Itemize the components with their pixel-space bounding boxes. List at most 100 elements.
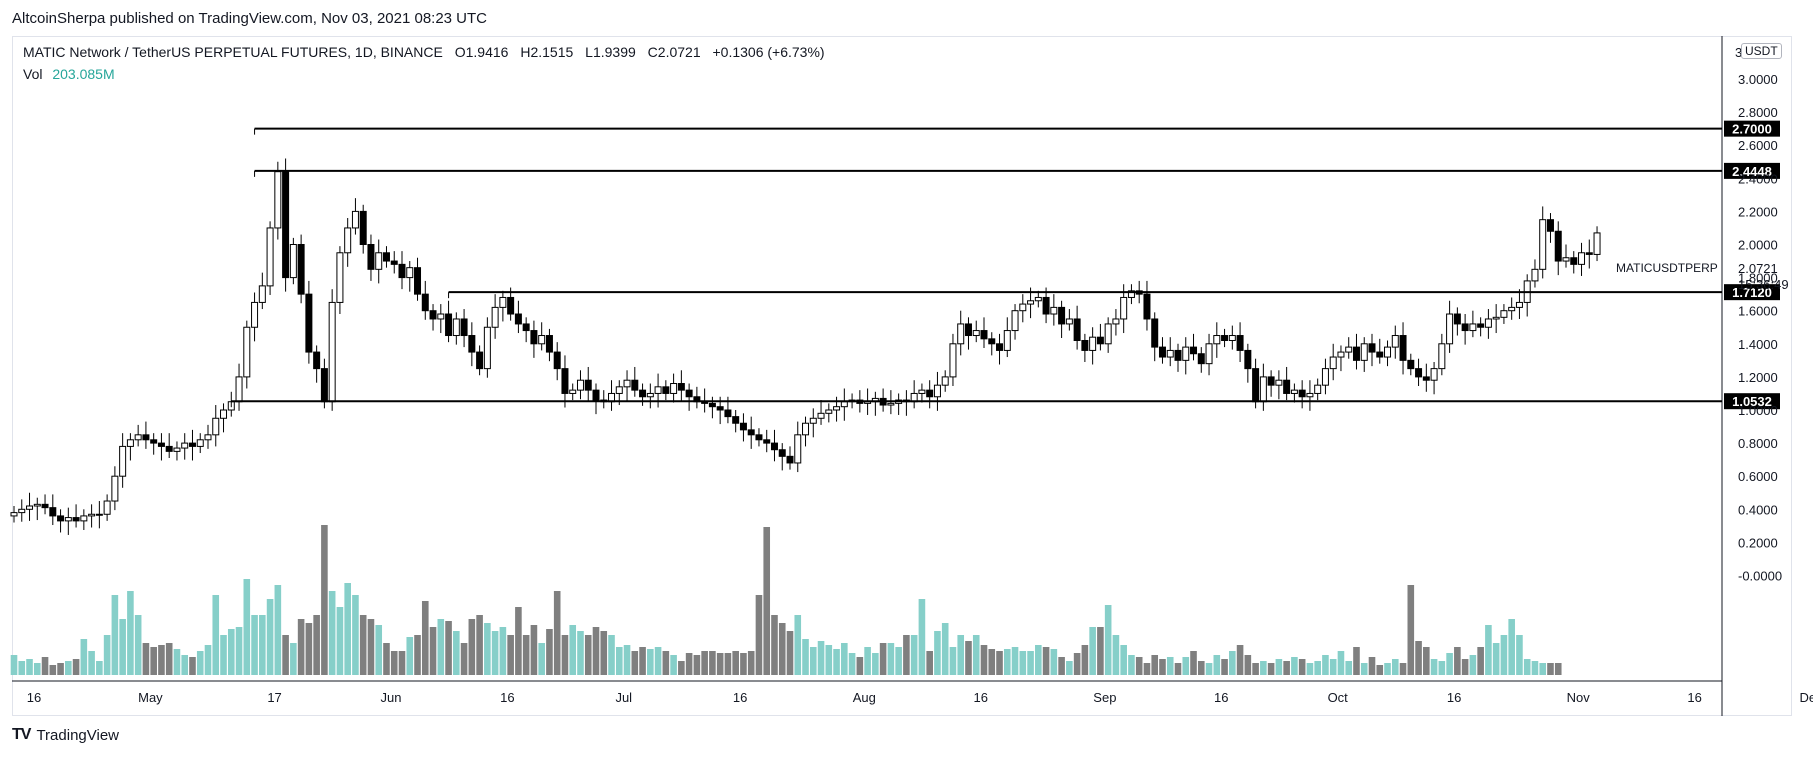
candle-body (1298, 389, 1306, 398)
candle-body (654, 386, 662, 394)
level-label: 2.7000 (1732, 122, 1772, 137)
candle-body (1461, 323, 1469, 332)
candle-body (320, 368, 328, 403)
volume-bar (1120, 645, 1127, 675)
volume-bar (848, 653, 856, 675)
volume-bar (367, 619, 375, 675)
volume-bar (1314, 661, 1321, 675)
candle-body (119, 445, 127, 477)
level-label-bg (1724, 162, 1780, 179)
volume-bar (561, 635, 569, 675)
candle-body (41, 503, 49, 509)
symbol-label: MATICUSDTPERP (1616, 261, 1718, 275)
volume-bar (615, 647, 623, 675)
candle-body (1554, 230, 1562, 262)
candle-body (1500, 310, 1508, 318)
volume-bar (1128, 655, 1135, 675)
volume-bar (1151, 655, 1159, 675)
time-tick-label: Aug (853, 690, 876, 705)
price-tick-label: 0.2000 (1738, 535, 1778, 550)
volume-bar (631, 651, 639, 675)
chart-frame[interactable] (12, 36, 1792, 716)
candle-body (1081, 339, 1089, 351)
time-tick-label: Sep (1093, 690, 1116, 705)
volume-bar (1430, 659, 1438, 675)
candle-body (1120, 296, 1128, 320)
candle-body (1546, 219, 1554, 232)
volume-bar (1485, 625, 1492, 675)
candle-body (1158, 346, 1166, 358)
volume-bar (623, 645, 631, 675)
chart-legend[interactable]: MATIC Network / TetherUS PERPETUAL FUTUR… (23, 44, 825, 60)
last-price-label: 2.0721 (1738, 261, 1778, 276)
candle-body (359, 210, 367, 245)
candle-body (1399, 335, 1407, 361)
candle-body (1151, 318, 1159, 348)
volume-bar (445, 621, 452, 675)
volume-bar (375, 625, 383, 675)
candle-body (840, 401, 848, 408)
candle-body (576, 379, 584, 391)
volume-bar (165, 643, 173, 675)
candle-body (305, 293, 313, 353)
volume-bar (1066, 661, 1073, 675)
volume-bar (49, 665, 57, 675)
candle-body (1190, 346, 1198, 355)
candle-body (538, 335, 546, 345)
volume-bar (41, 657, 49, 675)
volume-bar (437, 619, 445, 675)
volume-bar (282, 635, 289, 675)
candle-body (134, 434, 142, 441)
volume-bar (476, 615, 483, 675)
symbol-name[interactable]: MATIC Network / TetherUS PERPETUAL FUTUR… (23, 44, 443, 60)
candle-body (833, 406, 841, 411)
candle-body (282, 171, 290, 279)
volume-bar (1097, 627, 1104, 675)
candle-body (553, 351, 561, 370)
candle-body (1143, 293, 1151, 320)
volume-bar (1461, 659, 1469, 675)
volume-bar (1508, 619, 1515, 675)
candle-body (957, 323, 965, 345)
volume-bar (1027, 651, 1034, 675)
price-tick-label: 0.6000 (1738, 469, 1778, 484)
candle-body (313, 351, 321, 370)
candle-body (142, 434, 150, 441)
candle-body (755, 434, 763, 441)
candle-body (1515, 301, 1523, 308)
candle-body (274, 171, 282, 229)
candle-body (1306, 392, 1314, 398)
level-label: 1.7120 (1732, 285, 1772, 300)
time-tick-label: 16 (1687, 690, 1701, 705)
volume-bar (895, 647, 902, 675)
candle-body (1283, 379, 1291, 394)
volume-bar (1042, 647, 1050, 675)
volume-bar (1368, 657, 1376, 675)
candle-body (1438, 343, 1446, 370)
volume-bar (103, 635, 111, 675)
candle-body (1446, 313, 1454, 345)
volume-bar (1360, 663, 1368, 675)
candle-body (1376, 351, 1384, 358)
candle-body (33, 503, 41, 507)
time-tick-label: 16 (500, 690, 514, 705)
candle-body (1104, 323, 1112, 345)
candle-body (778, 449, 786, 457)
candle-body (1213, 335, 1221, 345)
volume-bar (10, 655, 18, 675)
volume-bar (1322, 655, 1329, 675)
currency-badge[interactable]: USDT (1741, 43, 1782, 59)
candle-body (1252, 368, 1260, 403)
candle-body (1221, 335, 1229, 341)
candle-body (297, 244, 305, 295)
volume-bar (1345, 661, 1353, 675)
candle-body (196, 439, 204, 447)
candle-body (111, 475, 119, 502)
volume-bar (1229, 651, 1236, 675)
volume-bar (328, 591, 336, 675)
volume-legend[interactable]: Vol 203.085M (23, 66, 115, 82)
candle-body (561, 368, 569, 394)
footer-brand[interactable]: TV TradingView (12, 726, 119, 744)
volume-bar (1329, 659, 1337, 675)
